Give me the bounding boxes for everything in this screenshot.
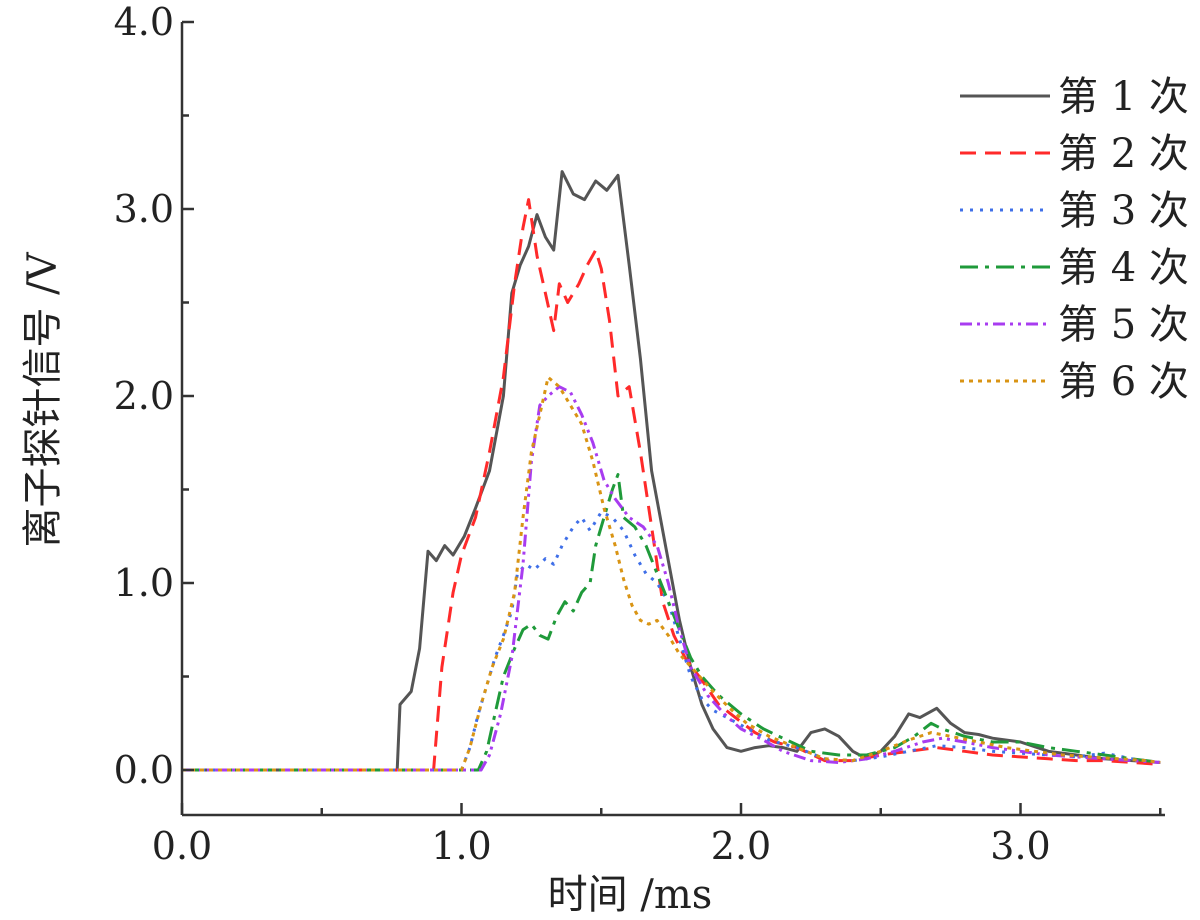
legend: 第 1 次第 2 次第 3 次第 4 次第 5 次第 6 次 <box>960 74 1189 405</box>
series-line-1 <box>182 170 1161 772</box>
y-tick-label: 3.0 <box>114 187 174 231</box>
ticks: 0.0 1.0 2.0 3.0 0.0 1.0 2.0 3.0 4.0 <box>114 0 1162 868</box>
x-tick-label: 3.0 <box>990 824 1050 868</box>
legend-label: 第 5 次 <box>1058 302 1189 348</box>
x-tick-label: 2.0 <box>711 824 771 868</box>
series-line-4 <box>182 473 1161 772</box>
y-tick-label: 4.0 <box>114 0 174 44</box>
legend-item-2: 第 2 次 <box>960 131 1189 177</box>
legend-item-4: 第 4 次 <box>960 245 1189 291</box>
y-axis-label: 离子探针信号 /V <box>20 251 66 547</box>
series-layer <box>182 170 1161 772</box>
legend-item-3: 第 3 次 <box>960 188 1189 234</box>
series-line-3 <box>182 510 1161 772</box>
y-tick-label: 0.0 <box>114 748 174 792</box>
y-tick-label: 2.0 <box>114 374 174 418</box>
x-axis-label: 时间 /ms <box>548 872 713 918</box>
legend-label: 第 1 次 <box>1058 74 1189 120</box>
legend-label: 第 6 次 <box>1058 359 1189 405</box>
x-tick-label: 1.0 <box>431 824 491 868</box>
legend-item-1: 第 1 次 <box>960 74 1189 120</box>
legend-item-5: 第 5 次 <box>960 302 1189 348</box>
series-line-6 <box>182 375 1161 772</box>
legend-item-6: 第 6 次 <box>960 359 1189 405</box>
legend-label: 第 4 次 <box>1058 245 1189 291</box>
axes <box>180 22 1165 817</box>
y-tick-label: 1.0 <box>114 561 174 605</box>
legend-label: 第 3 次 <box>1058 188 1189 234</box>
legend-label: 第 2 次 <box>1058 131 1189 177</box>
series-line-5 <box>182 385 1161 772</box>
x-tick-label: 0.0 <box>152 824 212 868</box>
series-line-2 <box>182 198 1161 772</box>
